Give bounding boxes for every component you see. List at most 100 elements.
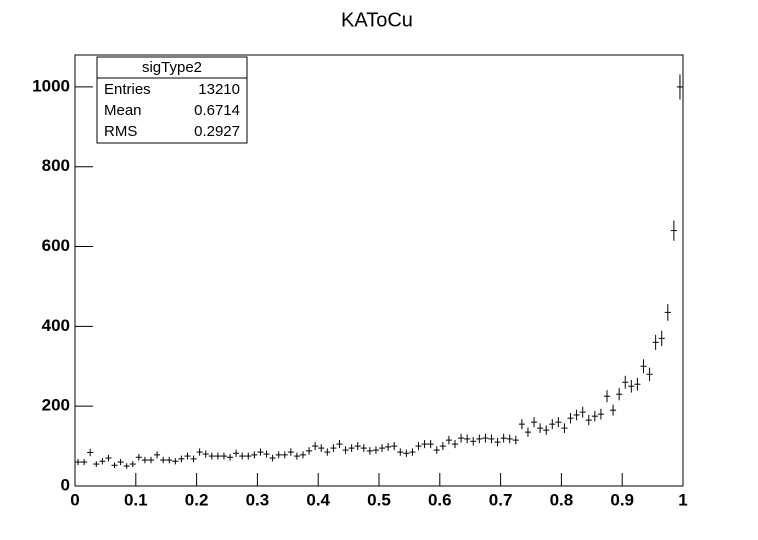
bin xyxy=(318,444,325,452)
bin xyxy=(263,450,270,458)
bin xyxy=(202,450,209,458)
bin xyxy=(555,417,562,428)
bin xyxy=(512,435,519,445)
x-tick-label: 0.1 xyxy=(124,490,148,509)
bin xyxy=(676,74,683,100)
bin xyxy=(75,458,82,466)
bin xyxy=(172,458,179,465)
bin xyxy=(409,448,416,456)
bin xyxy=(561,423,568,433)
bin xyxy=(634,377,641,391)
x-tick-label: 0.3 xyxy=(246,490,270,509)
bin xyxy=(245,452,252,460)
x-tick-label: 0.2 xyxy=(185,490,209,509)
bin xyxy=(494,437,501,447)
bin xyxy=(354,442,361,451)
bin xyxy=(640,359,647,374)
bin xyxy=(117,458,124,466)
bin xyxy=(476,434,483,444)
bin xyxy=(147,456,155,464)
bin xyxy=(123,463,130,469)
bin xyxy=(141,456,148,464)
bin xyxy=(287,448,294,456)
x-tick-label: 0.5 xyxy=(367,490,391,509)
stats-title: sigType2 xyxy=(142,59,202,76)
bin xyxy=(239,452,246,460)
bin xyxy=(342,446,349,454)
bin xyxy=(622,375,629,389)
bin xyxy=(81,458,88,466)
bin xyxy=(610,404,617,416)
x-tick-label: 0 xyxy=(70,490,79,509)
x-tick-label: 0.9 xyxy=(610,490,634,509)
bin xyxy=(233,449,240,457)
bin xyxy=(166,456,173,464)
stats-frame xyxy=(96,56,248,144)
bin xyxy=(105,454,112,462)
bin xyxy=(227,453,234,461)
bin xyxy=(111,462,118,469)
bin xyxy=(99,458,106,465)
bin xyxy=(415,442,422,451)
stats-value: 13210 xyxy=(198,81,240,98)
bin xyxy=(336,440,343,449)
y-tick-label: 800 xyxy=(42,156,70,175)
x-tick-label: 0.4 xyxy=(306,490,330,509)
y-tick-label: 600 xyxy=(42,236,70,255)
bin xyxy=(190,455,197,463)
x-tick-label: 0.7 xyxy=(489,490,513,509)
bin xyxy=(433,446,440,454)
bin xyxy=(470,437,477,446)
bin xyxy=(379,444,386,452)
stats-value: 0.2927 xyxy=(194,123,240,140)
bin xyxy=(391,442,398,451)
bin xyxy=(257,448,264,456)
bin xyxy=(293,452,300,460)
bin xyxy=(160,456,167,464)
stats-box: sigType2 Entries 13210 Mean 0.6714 RMS 0… xyxy=(96,56,248,144)
bin xyxy=(93,461,100,468)
bin xyxy=(184,452,191,460)
y-tick-label: 400 xyxy=(42,316,70,335)
bin xyxy=(500,433,507,443)
bin xyxy=(275,451,282,459)
bin xyxy=(664,304,671,321)
bin xyxy=(251,451,258,459)
bin xyxy=(603,390,611,403)
bin xyxy=(87,448,94,457)
chart-title: KAToCu xyxy=(341,9,413,31)
bin xyxy=(567,412,574,424)
bin xyxy=(518,419,525,430)
bin xyxy=(372,446,379,454)
bin xyxy=(178,455,185,463)
y-tick-label: 1000 xyxy=(32,76,70,95)
bin xyxy=(439,442,446,451)
bin xyxy=(129,461,136,468)
bin xyxy=(324,448,331,456)
x-tick-label: 1 xyxy=(678,490,687,509)
bin xyxy=(670,220,677,241)
bin xyxy=(451,440,459,449)
stats-label: Entries xyxy=(104,81,151,98)
bin xyxy=(154,451,161,459)
bin xyxy=(421,440,428,449)
bin xyxy=(549,419,556,430)
bin xyxy=(214,452,221,460)
bin xyxy=(269,454,276,462)
bin xyxy=(591,410,598,422)
bin xyxy=(330,444,337,452)
bin xyxy=(658,330,665,347)
bin xyxy=(445,435,452,445)
bin xyxy=(385,442,392,451)
x-tick-label: 0.8 xyxy=(550,490,574,509)
bin xyxy=(299,451,307,459)
bin xyxy=(506,434,513,444)
bin xyxy=(208,452,215,460)
bin xyxy=(403,449,410,457)
stats-label: RMS xyxy=(104,123,137,140)
bin xyxy=(360,444,367,452)
bin xyxy=(579,406,586,418)
bin xyxy=(482,433,489,443)
bin xyxy=(312,442,319,451)
